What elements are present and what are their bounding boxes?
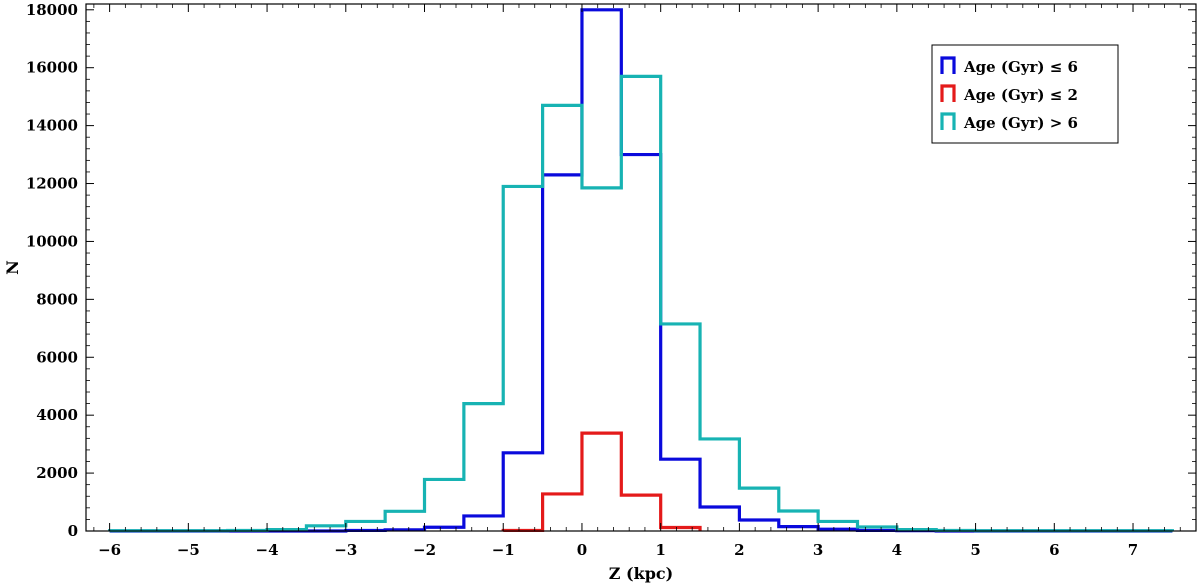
x-tick-label: −3 [334, 541, 357, 559]
y-tick-label: 8000 [36, 290, 78, 308]
x-axis-title: Z (kpc) [609, 564, 673, 583]
x-tick-label: −5 [177, 541, 200, 559]
legend-label-2: Age (Gyr) > 6 [963, 114, 1078, 132]
y-tick-label: 18000 [26, 1, 78, 19]
series-step-1 [501, 431, 702, 533]
plot-frame [85, 3, 1197, 532]
y-tick-label: 6000 [36, 348, 78, 366]
legend-swatch-2 [940, 112, 956, 130]
x-tick-label: −1 [492, 541, 515, 559]
legend-label-0: Age (Gyr) ≤ 6 [963, 58, 1078, 76]
y-axis-title: N [3, 260, 22, 275]
y-tick-label: 10000 [26, 232, 78, 250]
x-tick-label: −4 [256, 541, 279, 559]
x-tick-label: 0 [577, 541, 587, 559]
x-tick-label: 1 [655, 541, 665, 559]
legend-label-1: Age (Gyr) ≤ 2 [963, 86, 1078, 104]
x-tick-label: 7 [1128, 541, 1138, 559]
x-tick-label: 3 [813, 541, 823, 559]
legend-items: Age (Gyr) ≤ 6 Age (Gyr) ≤ 2 Age (Gyr) > 6 [940, 56, 1078, 132]
y-tick-label: 2000 [36, 464, 78, 482]
series-step-2 [108, 74, 1174, 533]
x-tick-label: 6 [1049, 541, 1059, 559]
y-tick-label: 0 [68, 522, 78, 540]
x-tick-label: 4 [892, 541, 902, 559]
x-tick-label: 5 [970, 541, 980, 559]
ticks-layer: −6 −5 −4 −3 −2 −1 0 1 2 3 4 5 6 7 0 2000 4000 6000 8000 100… [26, 1, 1197, 559]
y-tick-label: 14000 [26, 117, 78, 135]
legend-box [931, 44, 1119, 144]
y-tick-label: 12000 [26, 175, 78, 193]
x-tick-label: −2 [413, 541, 436, 559]
legend-swatch-0 [940, 56, 956, 74]
y-tick-label: 4000 [36, 406, 78, 424]
x-tick-label: −6 [98, 541, 121, 559]
legend: Age (Gyr) ≤ 6 Age (Gyr) ≤ 2 Age (Gyr) > 6 [931, 44, 1119, 144]
y-tick-label: 16000 [26, 59, 78, 77]
legend-swatch-1 [940, 84, 956, 102]
x-tick-label: 2 [734, 541, 744, 559]
